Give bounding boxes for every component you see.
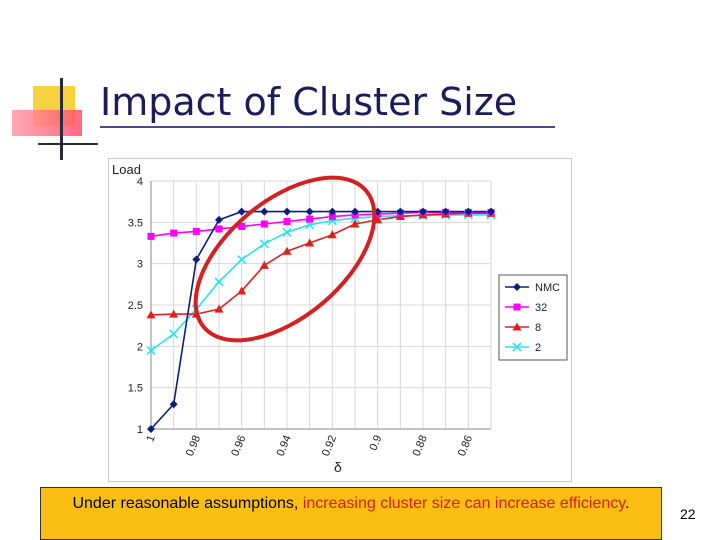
marker-triangle — [327, 230, 337, 239]
marker-x — [512, 342, 522, 352]
series-line-32 — [150, 211, 491, 238]
note-box: Under reasonable assumptions, increasing… — [40, 487, 662, 540]
marker-x — [282, 227, 292, 237]
marker-x-stroke — [282, 227, 292, 237]
marker-square — [215, 225, 223, 233]
marker-x — [169, 329, 179, 339]
y-axis-label: Load — [112, 162, 141, 177]
marker-diamond — [147, 425, 155, 433]
marker-x-stroke — [237, 254, 247, 265]
y-tick-label: 3 — [137, 259, 143, 271]
series-lines — [150, 210, 491, 430]
marker-diamond — [283, 207, 291, 216]
series-line-2 — [150, 214, 491, 352]
marker-triangle — [259, 260, 269, 269]
y-tick-label: 1 — [137, 424, 143, 436]
marker-diamond — [464, 207, 473, 216]
series-markers — [146, 207, 496, 433]
marker-triangle — [305, 238, 315, 247]
marker-triangle — [237, 286, 247, 295]
page-number: 22 — [680, 506, 696, 522]
marker-square — [147, 232, 155, 240]
marker-x — [259, 239, 269, 249]
marker-x — [237, 254, 247, 265]
marker-square — [283, 218, 291, 226]
marker-x — [146, 345, 156, 356]
x-tick-label: 0.86 — [456, 434, 475, 458]
marker-diamond — [441, 207, 450, 216]
x-tick-label: 0.92 — [320, 434, 339, 458]
corner-line-vertical — [60, 78, 63, 160]
x-tick-label: 0.98 — [184, 434, 203, 458]
slide-title: Impact of Cluster Size — [100, 80, 518, 124]
marker-x-stroke — [169, 329, 179, 339]
corner-bar-pink — [12, 110, 82, 136]
marker-x-stroke — [146, 345, 156, 356]
marker-triangle — [169, 309, 179, 318]
marker-square — [306, 215, 314, 223]
y-tick-label: 1.5 — [128, 383, 143, 395]
marker-diamond — [513, 283, 521, 291]
chart-legend: NMC 32 8 2 — [498, 274, 568, 361]
legend-label: 2 — [535, 342, 541, 354]
note-end: . — [625, 495, 630, 512]
legend-label: 32 — [535, 302, 547, 314]
marker-x-stroke — [214, 277, 224, 287]
x-tick-label: 1 — [144, 434, 157, 444]
marker-diamond — [260, 207, 269, 216]
series-line-nmc — [150, 210, 491, 430]
x-tick-label: 0.88 — [411, 434, 430, 458]
chart-frame: 1 1.5 2 2.5 3 3.5 4 1 0.98 0.96 0.94 0.92 0.9 0.88 0.8… — [108, 158, 572, 482]
marker-x — [214, 277, 224, 287]
marker-square — [513, 303, 521, 311]
marker-diamond — [192, 255, 201, 264]
legend-label: 8 — [535, 322, 541, 334]
marker-x-stroke — [259, 239, 269, 249]
marker-square — [260, 220, 268, 228]
note-highlight: increasing cluster size can increase eff… — [302, 495, 626, 512]
y-tick-label: 4 — [137, 176, 143, 188]
marker-diamond — [396, 207, 405, 216]
y-tick-label: 2 — [137, 341, 143, 353]
marker-triangle — [214, 304, 224, 313]
marker-diamond — [419, 207, 427, 216]
legend-box — [498, 274, 568, 361]
marker-x-stroke — [512, 342, 522, 352]
marker-triangle — [512, 322, 522, 331]
marker-diamond — [215, 215, 223, 224]
corner-line-horizontal — [38, 143, 98, 145]
marker-diamond — [305, 207, 314, 216]
x-tick-label: 0.94 — [275, 434, 294, 458]
marker-triangle — [350, 219, 360, 228]
marker-diamond — [328, 207, 337, 216]
marker-square — [192, 227, 200, 235]
y-tick-label: 2.5 — [128, 300, 143, 312]
marker-diamond — [169, 400, 178, 409]
marker-diamond — [487, 207, 495, 216]
x-tick-label: 0.96 — [229, 434, 248, 458]
title-underline — [100, 126, 555, 128]
marker-triangle — [282, 246, 292, 255]
marker-triangle — [146, 310, 156, 319]
y-tick-label: 3.5 — [128, 217, 143, 229]
x-tick-label: 0.9 — [368, 434, 385, 453]
marker-square — [170, 229, 178, 237]
x-axis-label: δ — [334, 459, 342, 475]
legend-label: NMC — [535, 282, 560, 294]
note-text: Under reasonable assumptions, — [72, 495, 303, 512]
line-chart: 1 1.5 2 2.5 3 3.5 4 1 0.98 0.96 0.94 0.92 0.9 0.88 0.8… — [112, 162, 568, 475]
highlight-ellipse — [193, 175, 377, 343]
marker-square — [238, 222, 246, 230]
marker-square — [328, 213, 336, 221]
series-line-8 — [150, 212, 491, 316]
marker-diamond — [237, 207, 246, 216]
marker-diamond — [351, 207, 359, 216]
